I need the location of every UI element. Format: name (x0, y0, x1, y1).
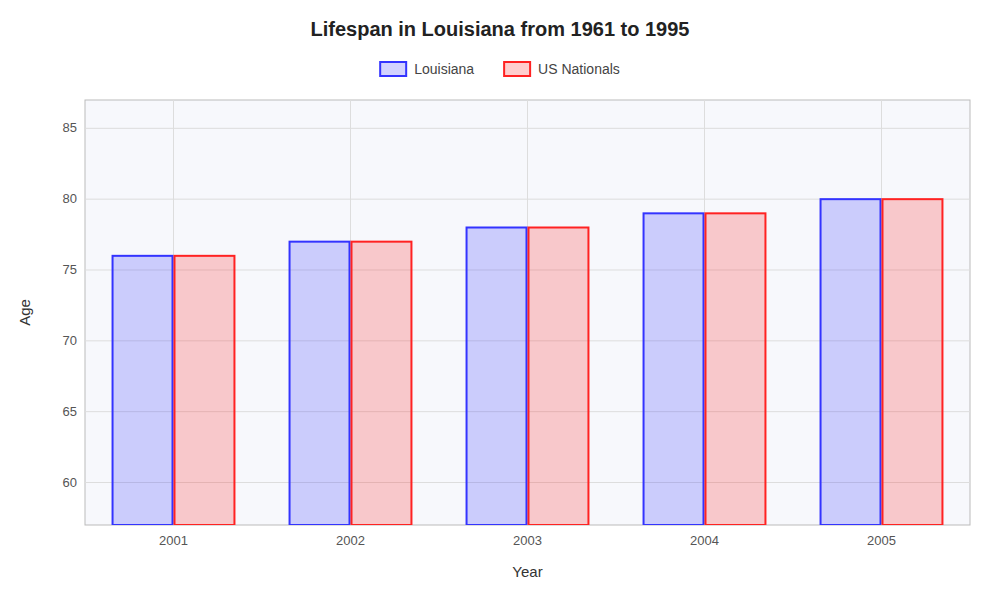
plot-frame (85, 100, 970, 525)
x-tick-label: 2005 (867, 533, 896, 548)
y-tick-label: 80 (63, 191, 77, 206)
bar (175, 256, 235, 525)
chart-svg: Lifespan in Louisiana from 1961 to 1995 6… (0, 0, 1000, 600)
y-tick-label: 70 (63, 333, 77, 348)
bars (113, 199, 943, 525)
legend-swatch (380, 62, 406, 76)
bar (352, 242, 412, 525)
bar (529, 228, 589, 526)
y-tick-label: 60 (63, 475, 77, 490)
y-tick-label: 65 (63, 404, 77, 419)
bar (467, 228, 527, 526)
chart-container: Lifespan in Louisiana from 1961 to 1995 6… (0, 0, 1000, 600)
y-axis-label: Age (16, 299, 33, 326)
legend-swatch (504, 62, 530, 76)
grid (85, 100, 970, 525)
legend-label: US Nationals (538, 61, 620, 77)
bar (883, 199, 943, 525)
bar (821, 199, 881, 525)
y-tick-label: 75 (63, 262, 77, 277)
bar (644, 213, 704, 525)
chart-title: Lifespan in Louisiana from 1961 to 1995 (310, 18, 689, 40)
legend-label: Louisiana (414, 61, 474, 77)
legend-item: US Nationals (504, 61, 620, 77)
bar (290, 242, 350, 525)
x-tick-label: 2001 (159, 533, 188, 548)
y-tick-label: 85 (63, 120, 77, 135)
x-axis-label: Year (512, 563, 542, 580)
x-tick-label: 2003 (513, 533, 542, 548)
bar (113, 256, 173, 525)
x-tick-label: 2004 (690, 533, 719, 548)
legend: Louisiana US Nationals (380, 61, 620, 77)
legend-item: Louisiana (380, 61, 474, 77)
x-tick-label: 2002 (336, 533, 365, 548)
bar (706, 213, 766, 525)
